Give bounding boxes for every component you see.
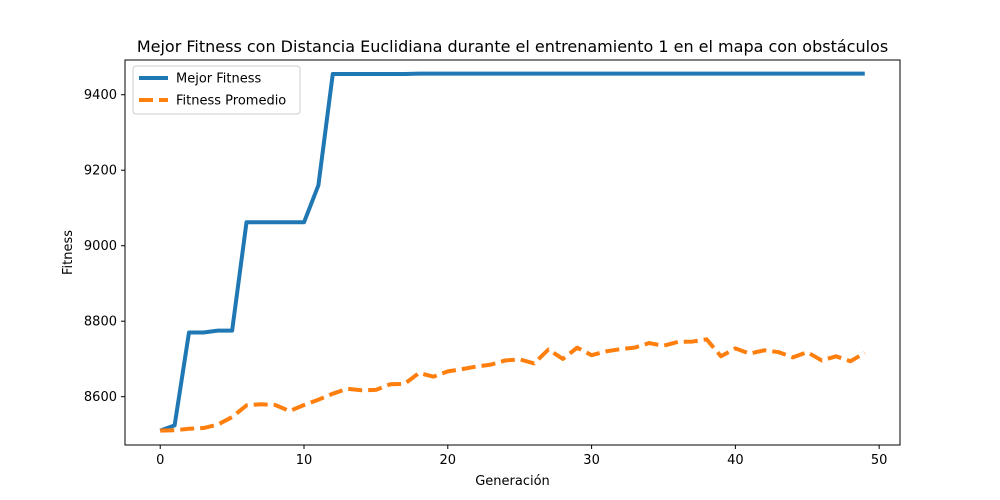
x-tick-label: 50 (871, 453, 888, 468)
x-tick-label: 20 (440, 453, 457, 468)
legend-frame (132, 65, 301, 115)
y-tick-label: 9000 (84, 239, 117, 254)
y-tick-label: 8800 (84, 315, 117, 330)
plot-area (159, 71, 866, 433)
series-line-fitness-promedio (160, 337, 866, 433)
axes-frame (124, 59, 901, 446)
x-tick-label: 0 (156, 453, 164, 468)
chart-title: Mejor Fitness con Distancia Euclidiana d… (137, 37, 888, 56)
y-tick-label: 8600 (84, 390, 117, 405)
x-tick-label: 30 (583, 453, 600, 468)
axes: 0 10 20 30 40 50 8600 8800 9000 9200 9400 (84, 59, 901, 468)
y-axis-label: Fitness (61, 230, 76, 275)
legend: Mejor Fitness Fitness Promedio (132, 65, 301, 115)
x-tick-label: 40 (727, 453, 744, 468)
legend-label-mejor-fitness: Mejor Fitness (176, 72, 262, 87)
legend-label-fitness-promedio: Fitness Promedio (176, 94, 286, 109)
y-tick-label: 9400 (84, 88, 117, 103)
x-axis-label: Generación (475, 474, 550, 489)
series-line-mejor-fitness (159, 71, 865, 433)
y-tick-label: 9200 (84, 164, 117, 179)
x-tick-label: 10 (296, 453, 313, 468)
